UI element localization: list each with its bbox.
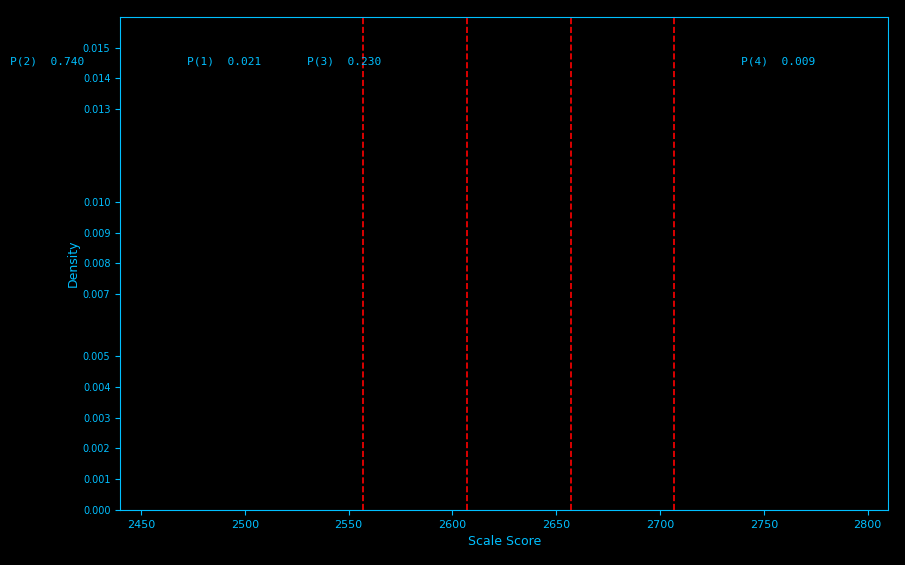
X-axis label: Scale Score: Scale Score [468,535,541,549]
Y-axis label: Density: Density [67,240,80,287]
Text: P(1)  0.021: P(1) 0.021 [186,56,261,66]
Text: P(4)  0.009: P(4) 0.009 [741,56,815,66]
Text: P(2)  0.740: P(2) 0.740 [10,56,84,66]
Text: P(3)  0.230: P(3) 0.230 [307,56,382,66]
